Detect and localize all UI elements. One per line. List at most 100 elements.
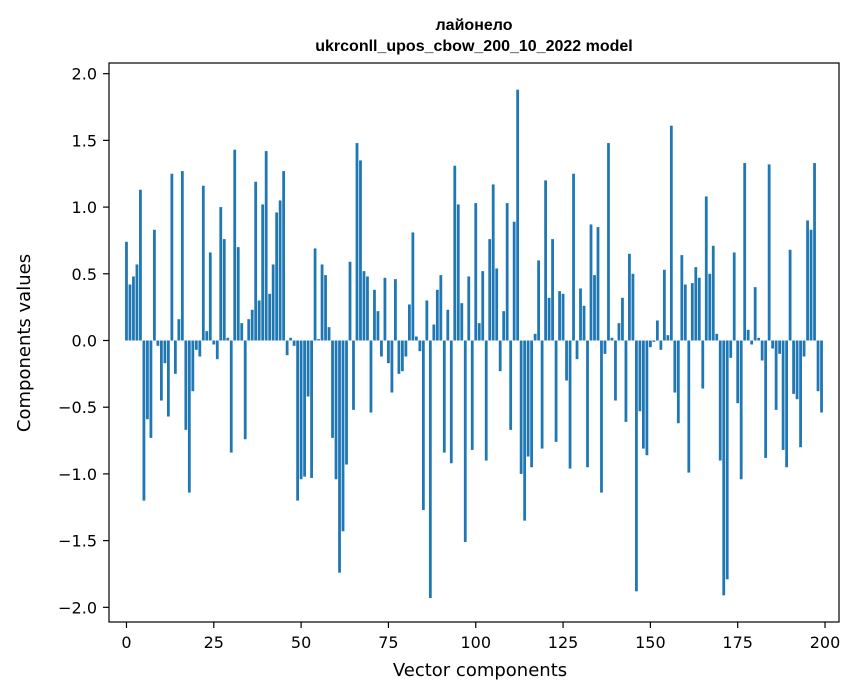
bar xyxy=(289,337,293,341)
bar xyxy=(624,340,628,422)
bar xyxy=(247,319,251,341)
bar xyxy=(278,200,282,341)
bar xyxy=(477,323,481,341)
bar xyxy=(680,255,684,341)
bar xyxy=(345,340,348,465)
bar xyxy=(610,337,614,341)
bar xyxy=(753,287,757,341)
x-axis-ticks: 0 25 50 75 100 125 150 175 200 xyxy=(121,622,840,652)
bar xyxy=(652,340,656,342)
bar xyxy=(537,260,541,341)
bar xyxy=(191,340,195,392)
bar xyxy=(180,171,184,341)
bar xyxy=(222,239,226,341)
bar xyxy=(519,340,523,474)
bar xyxy=(732,252,736,341)
y-axis-ticks: −2.0 −1.5 −1.0 −0.5 0.0 0.5 1.0 1.5 2.0 xyxy=(58,65,109,617)
x-tick-label: 175 xyxy=(722,633,753,652)
bar xyxy=(275,212,279,341)
bar xyxy=(607,143,610,341)
bar xyxy=(387,340,390,364)
bar xyxy=(565,340,568,381)
bar xyxy=(495,268,499,341)
bar xyxy=(701,340,705,389)
bar xyxy=(282,171,286,341)
bar xyxy=(509,340,513,430)
bar xyxy=(771,340,775,349)
bar xyxy=(401,340,404,372)
bar xyxy=(642,340,645,449)
bar xyxy=(128,284,132,341)
bar xyxy=(488,239,492,341)
bar xyxy=(313,248,317,341)
bar xyxy=(708,273,712,341)
bar xyxy=(432,324,436,341)
bar xyxy=(628,253,631,341)
bar xyxy=(334,340,338,480)
bar xyxy=(635,340,638,592)
bar xyxy=(666,335,670,341)
bar xyxy=(292,340,296,346)
bar xyxy=(380,340,383,357)
bar xyxy=(516,89,520,341)
bar xyxy=(676,340,680,424)
bar xyxy=(215,340,219,360)
bar xyxy=(264,151,268,341)
bar xyxy=(781,340,785,450)
bar xyxy=(697,277,701,341)
bar xyxy=(163,340,167,364)
bar xyxy=(327,327,331,341)
bar xyxy=(449,340,453,464)
bar xyxy=(257,300,261,341)
bar xyxy=(331,340,334,438)
bar xyxy=(547,297,551,341)
chart-title-line-1: лайонело xyxy=(436,17,513,34)
bar xyxy=(750,340,754,345)
bar xyxy=(233,149,237,341)
bar xyxy=(809,229,813,341)
bar xyxy=(132,276,135,341)
bar xyxy=(404,340,408,357)
bar xyxy=(271,264,275,341)
bar xyxy=(631,273,635,341)
bar xyxy=(512,221,516,341)
bar xyxy=(596,227,600,341)
bar xyxy=(390,340,394,393)
bar xyxy=(788,249,792,341)
bar xyxy=(802,340,806,357)
bar xyxy=(243,340,247,440)
bar xyxy=(572,173,575,341)
bar xyxy=(484,340,488,461)
y-tick-label: 1.5 xyxy=(72,131,97,150)
bar xyxy=(722,340,726,596)
bar xyxy=(170,173,174,341)
bar xyxy=(320,264,324,341)
bar xyxy=(600,340,603,493)
bar xyxy=(505,203,509,341)
bar xyxy=(442,340,446,453)
bar xyxy=(236,247,240,341)
bar xyxy=(348,261,352,341)
bar xyxy=(201,185,205,341)
bar xyxy=(407,304,411,341)
x-tick-label: 150 xyxy=(635,633,666,652)
bar xyxy=(795,340,799,400)
bar xyxy=(362,271,366,341)
bar xyxy=(617,323,621,341)
bar xyxy=(306,340,310,397)
bar xyxy=(614,340,617,401)
y-tick-label: −2.0 xyxy=(58,598,97,617)
bar xyxy=(156,340,160,346)
bar xyxy=(820,340,823,413)
x-tick-label: 75 xyxy=(378,633,398,652)
bar xyxy=(226,337,230,341)
bar xyxy=(764,340,768,458)
y-tick-label: 2.0 xyxy=(72,65,97,84)
y-tick-label: 0.5 xyxy=(72,265,97,284)
bar xyxy=(373,289,376,341)
bar xyxy=(806,220,809,341)
bar xyxy=(638,340,642,412)
bar xyxy=(435,289,439,341)
bar xyxy=(533,333,537,341)
bar xyxy=(799,340,802,448)
